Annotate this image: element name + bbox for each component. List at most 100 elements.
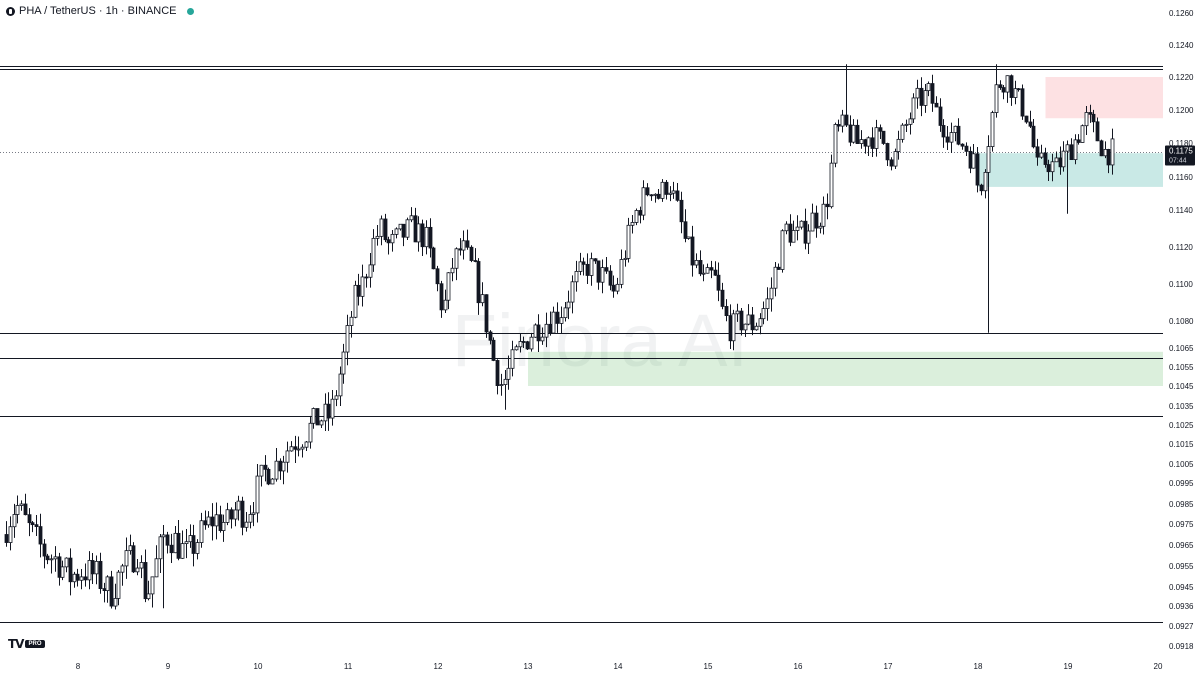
- candle-bear: [469, 246, 474, 261]
- x-tick-label: 17: [884, 662, 893, 671]
- candle-bull: [893, 151, 898, 167]
- candle-bear: [491, 339, 496, 361]
- candle-bear: [975, 153, 980, 186]
- candle-bull: [761, 308, 766, 320]
- candle-bull: [409, 215, 414, 221]
- candle-bear: [428, 226, 433, 249]
- candle-bull: [450, 267, 455, 274]
- demand-zone-green: [528, 351, 1163, 386]
- candle-bear: [439, 283, 444, 311]
- candle-bull: [259, 464, 264, 477]
- candle-bull: [514, 346, 519, 351]
- candle-bull: [349, 316, 354, 326]
- x-tick-label: 9: [166, 662, 171, 671]
- y-tick-label: 0.0995: [1169, 479, 1194, 488]
- candle-bear: [945, 136, 950, 143]
- candle-bear: [885, 143, 890, 161]
- candle-bear: [788, 223, 793, 243]
- candle-bull: [1103, 148, 1108, 157]
- candle-bull: [454, 248, 459, 269]
- y-tick-label: 0.1220: [1169, 73, 1194, 82]
- candle-bear: [229, 509, 234, 520]
- candle-bear: [521, 341, 526, 343]
- candle-bear: [364, 276, 369, 279]
- candle-bear: [383, 218, 388, 241]
- candle-bear: [889, 159, 894, 167]
- countdown-label: 07:44: [1169, 158, 1187, 165]
- y-tick-label: 0.0927: [1169, 622, 1194, 631]
- candle-bear: [45, 555, 50, 561]
- candle-bull: [135, 567, 140, 573]
- candle-bull: [1054, 157, 1059, 163]
- candle-bull: [79, 576, 84, 581]
- candle-bull: [345, 325, 350, 353]
- candle-bull: [769, 287, 774, 300]
- y-tick-label: 0.1100: [1169, 280, 1193, 289]
- candle-bull: [859, 139, 864, 144]
- candle-bull: [304, 441, 309, 448]
- x-tick-label: 20: [1154, 662, 1163, 671]
- candle-bull: [150, 576, 155, 595]
- candle-bull: [735, 310, 740, 315]
- candle-bull: [251, 512, 256, 515]
- candle-bear: [825, 203, 830, 208]
- symbol-title[interactable]: PHA / TetherUS · 1h · BINANCE: [19, 5, 177, 17]
- candle-bear: [98, 560, 103, 590]
- candle-bear: [1043, 152, 1048, 165]
- candle-bear: [1028, 121, 1033, 127]
- candle-bear: [27, 514, 32, 524]
- candle-bull: [124, 550, 129, 567]
- candle-bull: [94, 560, 99, 575]
- candle-bull: [626, 224, 631, 259]
- candle-bull: [390, 233, 395, 244]
- candle-bull: [64, 557, 69, 568]
- y-tick-label: 0.1260: [1169, 9, 1194, 18]
- candle-bear: [1035, 146, 1040, 158]
- candle-bear: [1058, 157, 1063, 168]
- x-tick-label: 12: [434, 662, 443, 671]
- candle-bull: [900, 124, 905, 140]
- candle-bear: [1095, 121, 1100, 142]
- candle-bear: [596, 260, 601, 283]
- y-tick-label: 0.1200: [1169, 106, 1194, 115]
- candle-bull: [851, 124, 856, 143]
- candle-bear: [548, 323, 553, 334]
- candle-bull: [499, 384, 504, 387]
- candle-bull: [289, 446, 294, 452]
- candle-bear: [645, 187, 650, 196]
- supply-zone-red: [1045, 77, 1163, 119]
- candle-bull: [743, 323, 748, 331]
- candle-bull: [375, 235, 380, 239]
- candle-bear: [278, 460, 283, 472]
- candle-bull: [544, 323, 549, 338]
- candle-bull: [154, 558, 159, 578]
- candle-bull: [15, 505, 20, 515]
- candle-bear: [4, 534, 9, 543]
- candle-bull: [285, 450, 290, 463]
- candle-bull: [371, 237, 376, 266]
- candle-bull: [128, 545, 133, 552]
- candle-bear: [960, 143, 965, 147]
- candle-bear: [878, 127, 883, 132]
- y-tick-label: 0.1140: [1169, 206, 1193, 215]
- x-tick-label: 10: [254, 662, 263, 671]
- candle-bull: [72, 573, 77, 583]
- candle-bear: [870, 137, 875, 149]
- candle-bear: [90, 560, 95, 575]
- candle-bull: [255, 475, 260, 514]
- candle-bear: [934, 102, 939, 108]
- candle-bear: [593, 258, 598, 262]
- candle-bull: [379, 218, 384, 237]
- market-open-icon: [186, 7, 194, 15]
- candle-bear: [1069, 144, 1074, 161]
- candle-bull: [731, 313, 736, 342]
- candle-bear: [863, 139, 868, 147]
- candle-bull: [1084, 112, 1089, 127]
- candle-bull: [308, 422, 313, 443]
- candle-bull: [551, 311, 556, 334]
- y-tick-label: 0.1080: [1169, 317, 1194, 326]
- candle-bear: [401, 223, 406, 238]
- tradingview-logo[interactable]: TV PRO: [8, 637, 45, 651]
- candle-bear: [176, 532, 181, 559]
